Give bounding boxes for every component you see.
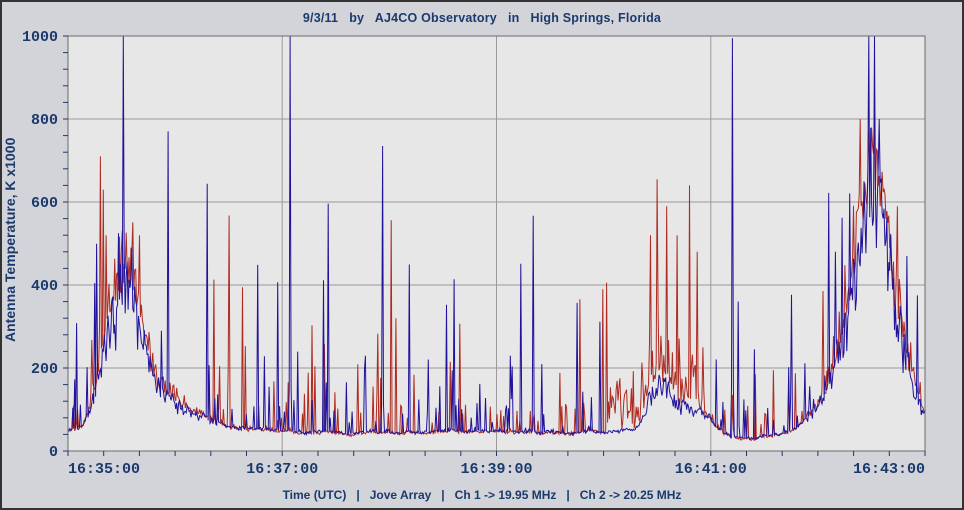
svg-text:16:35:00: 16:35:00	[68, 461, 140, 478]
svg-text:0: 0	[49, 444, 58, 461]
svg-text:16:43:00: 16:43:00	[853, 461, 925, 478]
svg-text:16:41:00: 16:41:00	[675, 461, 747, 478]
svg-text:800: 800	[31, 112, 58, 129]
svg-text:600: 600	[31, 195, 58, 212]
svg-text:200: 200	[31, 361, 58, 378]
svg-text:1000: 1000	[22, 29, 58, 46]
svg-text:16:37:00: 16:37:00	[246, 461, 318, 478]
svg-text:400: 400	[31, 278, 58, 295]
svg-text:16:39:00: 16:39:00	[460, 461, 532, 478]
